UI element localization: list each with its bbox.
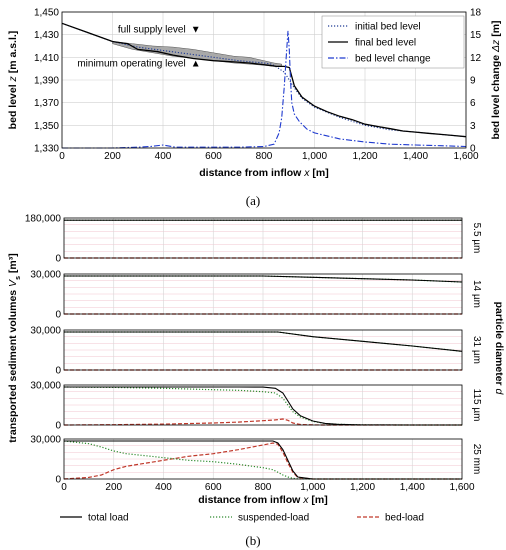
line-total-1 [64,275,463,283]
caption-a: (a) [246,193,260,208]
y2-tick-label-a: 6 [470,98,476,109]
subplot-label-diameter: 31 µm [471,336,482,364]
x-tick-label-a: 1,600 [453,151,478,162]
x-tick-label-a: 1,200 [352,151,377,162]
legend-label-a: initial bed level [355,22,421,33]
x-tick-label-b: 200 [105,482,122,493]
subplot-label-diameter: 14 µm [471,280,482,308]
series-line-initial-bed-level [61,22,467,138]
x-tick-label-a: 1,000 [302,151,327,162]
plot-frame-b [63,438,463,480]
y-tick-label-a: 1,330 [34,144,59,155]
annotation-label: minimum operating level [77,58,185,69]
x-tick-label-a: 0 [59,151,65,162]
x-tick-label-a: 600 [205,151,222,162]
line-total-2 [64,331,463,352]
plot-frame-b [63,329,463,371]
line-suspended-4 [63,440,462,480]
y-tick-label-b: 180,000 [25,214,62,225]
legend-label-b: suspended-load [238,513,309,524]
y2-tick-label-a: 3 [470,121,476,132]
y-tick-label-a: 1,370 [34,98,59,109]
y-tick-label-b: 30,000 [30,381,61,392]
y-tick-label-b: 30,000 [30,435,61,446]
caption-b: (b) [245,533,260,548]
y2-tick-label-a: 18 [470,8,482,19]
annotation-marker: ▼ [191,24,201,35]
plot-frame-b [63,273,463,315]
y-tick-label-a: 1,410 [34,53,59,64]
y-tick-label-b: 30,000 [30,270,61,281]
x-tick-label-b: 1,400 [400,482,425,493]
line-suspended-3 [63,386,462,426]
y-tick-label-b: 0 [55,310,61,321]
x-axis-label-a: distance from inflow x [m] [199,167,329,179]
y-tick-label-b: 0 [55,366,61,377]
y2-axis-label-a: bed level change Δz [m] [490,20,502,139]
x-axis-label-b: distance from inflow x [m] [198,494,328,506]
y-tick-label-a: 1,350 [34,121,59,132]
plot-frame-b [63,384,463,426]
y-tick-label-a: 1,450 [34,8,59,19]
plot-frame-b [63,217,463,259]
x-tick-label-a: 400 [155,151,172,162]
x-tick-label-a: 800 [256,151,273,162]
annotation-marker: ▲ [191,58,201,69]
x-tick-label-b: 800 [255,482,272,493]
subplot-label-diameter: 25 mm [471,444,482,475]
y2-axis-label-b: particle diameter d [493,302,505,396]
y-axis-label-a: bed level z [m a.s.l.] [7,31,19,130]
plot-frame-a [61,11,467,149]
line-total-3 [64,386,462,426]
x-tick-label-b: 1,200 [350,482,375,493]
y-axis-label-b: transported sediment volumes Vs [m³] [7,253,22,442]
subplot-label-diameter: 115 µm [471,389,482,422]
x-tick-label-b: 400 [155,482,172,493]
legend-label-a: final bed level [355,38,416,49]
x-tick-label-a: 1,400 [403,151,428,162]
x-tick-label-a: 200 [104,151,121,162]
y-tick-label-b: 30,000 [30,326,61,337]
line-total-4 [64,440,462,480]
y2-tick-label-a: 15 [470,30,482,41]
series-line-bed-level-change [62,30,467,149]
y2-tick-label-a: 0 [470,144,476,155]
y-tick-label-a: 1,430 [34,30,59,41]
line-bed-4 [63,442,462,480]
x-tick-label-b: 600 [205,482,222,493]
x-tick-label-b: 0 [61,482,67,493]
y-tick-label-a: 1,390 [34,76,59,87]
y-tick-label-b: 0 [55,421,61,432]
series-line-final-bed-level [61,22,467,138]
legend-label-b: bed-load [385,513,424,524]
y2-tick-label-a: 9 [470,76,476,87]
x-tick-label-b: 1,600 [449,482,474,493]
legend-label-b: total load [88,513,129,524]
y-tick-label-b: 0 [55,254,61,265]
subplot-label-diameter: 5.5 µm [471,223,482,254]
y-tick-label-b: 0 [55,475,61,486]
y2-tick-label-a: 12 [470,53,482,64]
x-tick-label-b: 1,000 [300,482,325,493]
legend-label-a: bed level change [355,54,431,65]
annotation-label: full supply level [118,24,186,35]
